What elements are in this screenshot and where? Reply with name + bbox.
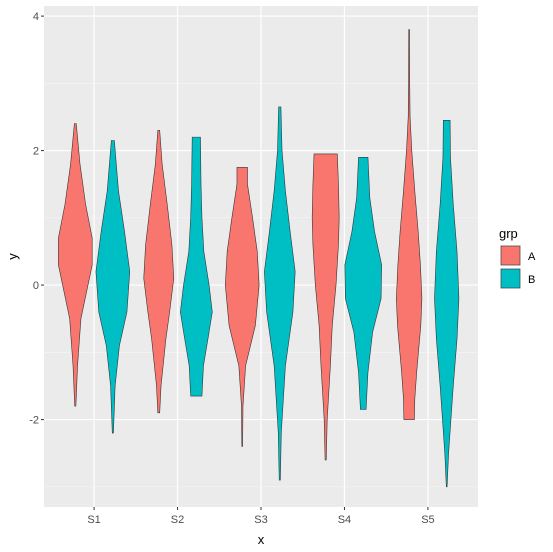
x-axis-title: x [258, 532, 265, 547]
violin-s3-b [264, 106, 296, 481]
y-tick-label: 0 [33, 280, 39, 292]
legend: grp AB [499, 226, 536, 289]
major-gridlines [44, 6, 478, 507]
x-tick-label: S4 [338, 514, 351, 526]
violin-s2-b [180, 136, 213, 397]
y-tick-label: -2 [29, 415, 39, 427]
y-tick-label: 4 [33, 11, 39, 23]
x-axis: S1 S2 S3 S4 S5 [87, 507, 435, 526]
legend-title: grp [499, 226, 518, 241]
violin-s1-b [95, 140, 131, 434]
legend-label-b: B [528, 274, 535, 286]
legend-label-a: A [528, 251, 536, 263]
violin-s4-b [344, 157, 382, 410]
x-tick-label: S1 [87, 514, 100, 526]
violin-s4-a [311, 153, 340, 461]
x-tick-label: S2 [171, 514, 184, 526]
violin-s3-a [225, 167, 260, 447]
y-axis-title: y [5, 253, 20, 260]
violin-s1-a [58, 123, 93, 407]
violin-s2-a [143, 130, 175, 414]
x-tick-label: S5 [421, 514, 434, 526]
x-tick-label: S3 [254, 514, 267, 526]
legend-swatch-a [500, 245, 521, 266]
legend-swatch-b [500, 268, 521, 289]
violin-s5-b [434, 120, 460, 488]
violin-s5-a [396, 29, 423, 420]
y-axis: -2 0 2 4 [29, 11, 44, 427]
violins [58, 29, 460, 488]
y-tick-label: 2 [33, 146, 39, 158]
